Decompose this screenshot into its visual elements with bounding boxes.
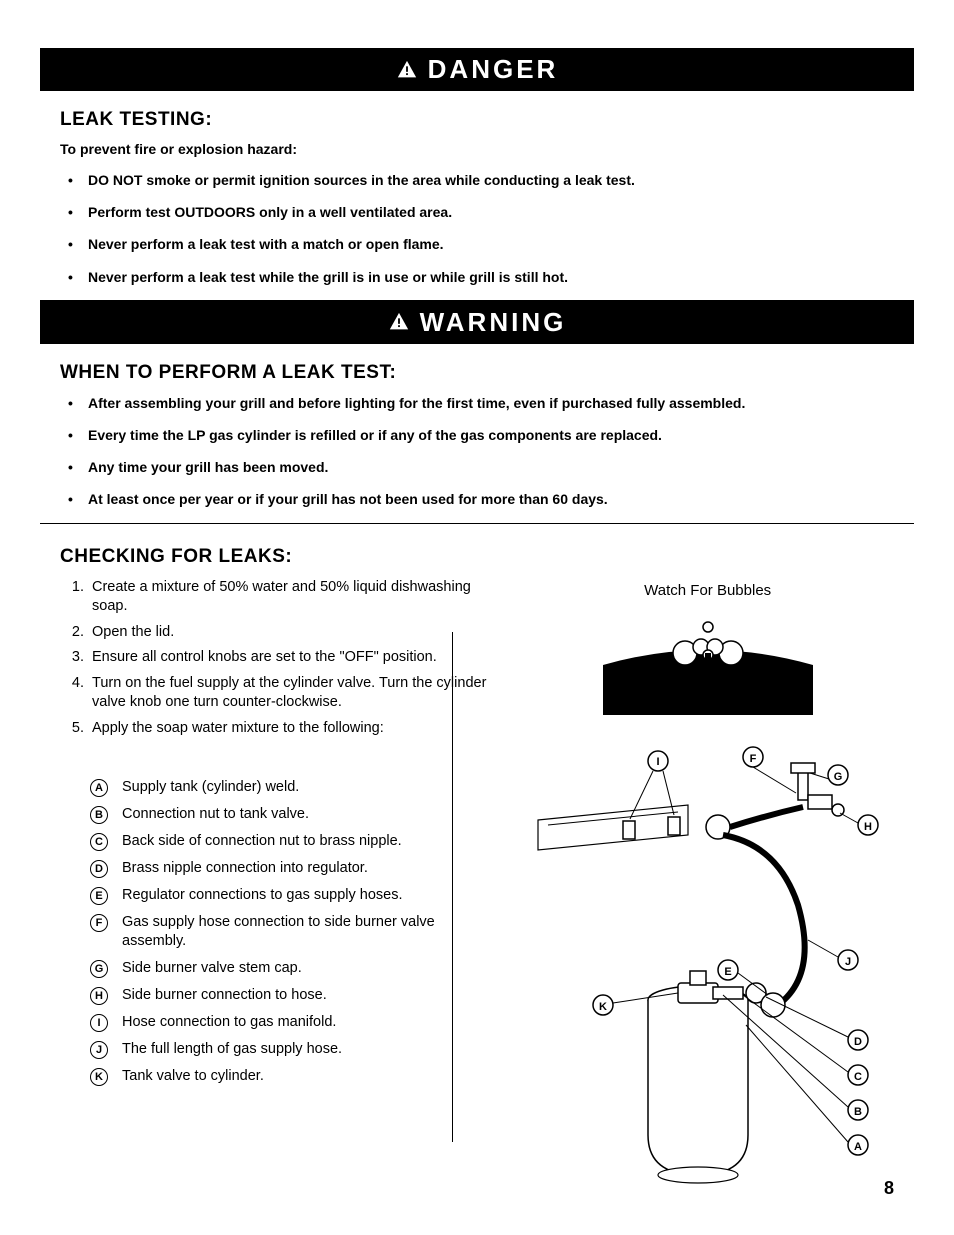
checking-steps: Create a mixture of 50% water and 50% li… <box>60 578 494 739</box>
svg-text:F: F <box>749 753 756 765</box>
svg-text:J: J <box>845 956 851 968</box>
when-leak-test-title: WHEN TO PERFORM A LEAK TEST: <box>60 362 894 384</box>
leak-testing-section: LEAK TESTING: To prevent fire or explosi… <box>60 109 894 286</box>
danger-bullet-list: DO NOT smoke or permit ignition sources … <box>60 171 894 286</box>
point-letter: B <box>90 806 108 824</box>
svg-text:A: A <box>854 1141 862 1153</box>
point-letter: J <box>90 1041 108 1059</box>
watch-for-bubbles-label: Watch For Bubbles <box>518 582 898 599</box>
leak-points-list: A Supply tank (cylinder) weld. B Connectio… <box>60 778 494 1086</box>
point-text: The full length of gas supply hose. <box>122 1040 342 1059</box>
point-text: Supply tank (cylinder) weld. <box>122 778 299 797</box>
step: Turn on the fuel supply at the cylinder … <box>88 674 494 713</box>
svg-text:B: B <box>854 1106 862 1118</box>
warning-triangle-icon <box>396 59 418 81</box>
point-letter: G <box>90 960 108 978</box>
right-column: Watch For Bubbles <box>518 578 898 1185</box>
leak-point: C Back side of connection nut to brass ni… <box>90 832 494 851</box>
divider <box>40 523 914 524</box>
point-text: Brass nipple connection into regulator. <box>122 859 368 878</box>
point-text: Back side of connection nut to brass nip… <box>122 832 402 851</box>
warning-bullet: At least once per year or if your grill … <box>88 490 894 508</box>
warning-banner: WARNING <box>40 301 914 344</box>
leak-point: K Tank valve to cylinder. <box>90 1067 494 1086</box>
point-letter: A <box>90 779 108 797</box>
when-leak-test-section: WHEN TO PERFORM A LEAK TEST: After assem… <box>60 362 894 509</box>
svg-text:H: H <box>864 821 872 833</box>
point-letter: D <box>90 860 108 878</box>
warning-bullet: After assembling your grill and before l… <box>88 394 894 412</box>
leak-point: H Side burner connection to hose. <box>90 986 494 1005</box>
checking-two-col: Create a mixture of 50% water and 50% li… <box>60 578 894 1185</box>
point-letter: C <box>90 833 108 851</box>
bubble-diagram <box>593 605 823 715</box>
leak-point: D Brass nipple connection into regulator. <box>90 859 494 878</box>
leak-point: I Hose connection to gas manifold. <box>90 1013 494 1032</box>
danger-banner: DANGER <box>40 48 914 91</box>
warning-triangle-icon <box>388 311 410 333</box>
vertical-divider <box>452 632 453 1142</box>
svg-text:I: I <box>656 756 659 768</box>
point-letter: K <box>90 1068 108 1086</box>
svg-text:G: G <box>833 771 842 783</box>
point-text: Connection nut to tank valve. <box>122 805 309 824</box>
danger-banner-text: DANGER <box>428 54 559 85</box>
point-letter: I <box>90 1014 108 1032</box>
step: Apply the soap water mixture to the foll… <box>88 719 494 739</box>
point-text: Regulator connections to gas supply hose… <box>122 886 403 905</box>
leak-point: E Regulator connections to gas supply hos… <box>90 886 494 905</box>
leak-point: J The full length of gas supply hose. <box>90 1040 494 1059</box>
danger-bullet: DO NOT smoke or permit ignition sources … <box>88 171 894 189</box>
point-text: Side burner connection to hose. <box>122 986 327 1005</box>
step: Open the lid. <box>88 623 494 643</box>
leak-testing-intro: To prevent fire or explosion hazard: <box>60 141 894 157</box>
svg-text:K: K <box>599 1001 607 1013</box>
checking-leaks-title: CHECKING FOR LEAKS: <box>60 546 894 568</box>
danger-bullet: Perform test OUTDOORS only in a well ven… <box>88 203 894 221</box>
point-letter: H <box>90 987 108 1005</box>
svg-text:C: C <box>854 1071 862 1083</box>
svg-text:E: E <box>724 966 731 978</box>
tank-diagram: I F G H J E K <box>518 735 898 1185</box>
point-text: Hose connection to gas manifold. <box>122 1013 336 1032</box>
step: Create a mixture of 50% water and 50% li… <box>88 578 494 617</box>
leak-point: B Connection nut to tank valve. <box>90 805 494 824</box>
point-text: Side burner valve stem cap. <box>122 959 302 978</box>
leak-point: F Gas supply hose connection to side burn… <box>90 913 494 951</box>
svg-text:D: D <box>854 1036 862 1048</box>
point-text: Tank valve to cylinder. <box>122 1067 264 1086</box>
danger-bullet: Never perform a leak test while the gril… <box>88 268 894 286</box>
leak-testing-title: LEAK TESTING: <box>60 109 894 131</box>
warning-banner-text: WARNING <box>420 307 567 338</box>
warning-bullet: Any time your grill has been moved. <box>88 458 894 476</box>
warning-bullet: Every time the LP gas cylinder is refill… <box>88 426 894 444</box>
danger-bullet: Never perform a leak test with a match o… <box>88 235 894 253</box>
page-number: 8 <box>884 1178 894 1199</box>
point-letter: F <box>90 914 108 932</box>
step: Ensure all control knobs are set to the … <box>88 648 494 668</box>
point-text: Gas supply hose connection to side burne… <box>122 913 494 951</box>
leak-point: A Supply tank (cylinder) weld. <box>90 778 494 797</box>
warning-bullet-list: After assembling your grill and before l… <box>60 394 894 509</box>
point-letter: E <box>90 887 108 905</box>
leak-point: G Side burner valve stem cap. <box>90 959 494 978</box>
left-column: Create a mixture of 50% water and 50% li… <box>60 578 494 1185</box>
